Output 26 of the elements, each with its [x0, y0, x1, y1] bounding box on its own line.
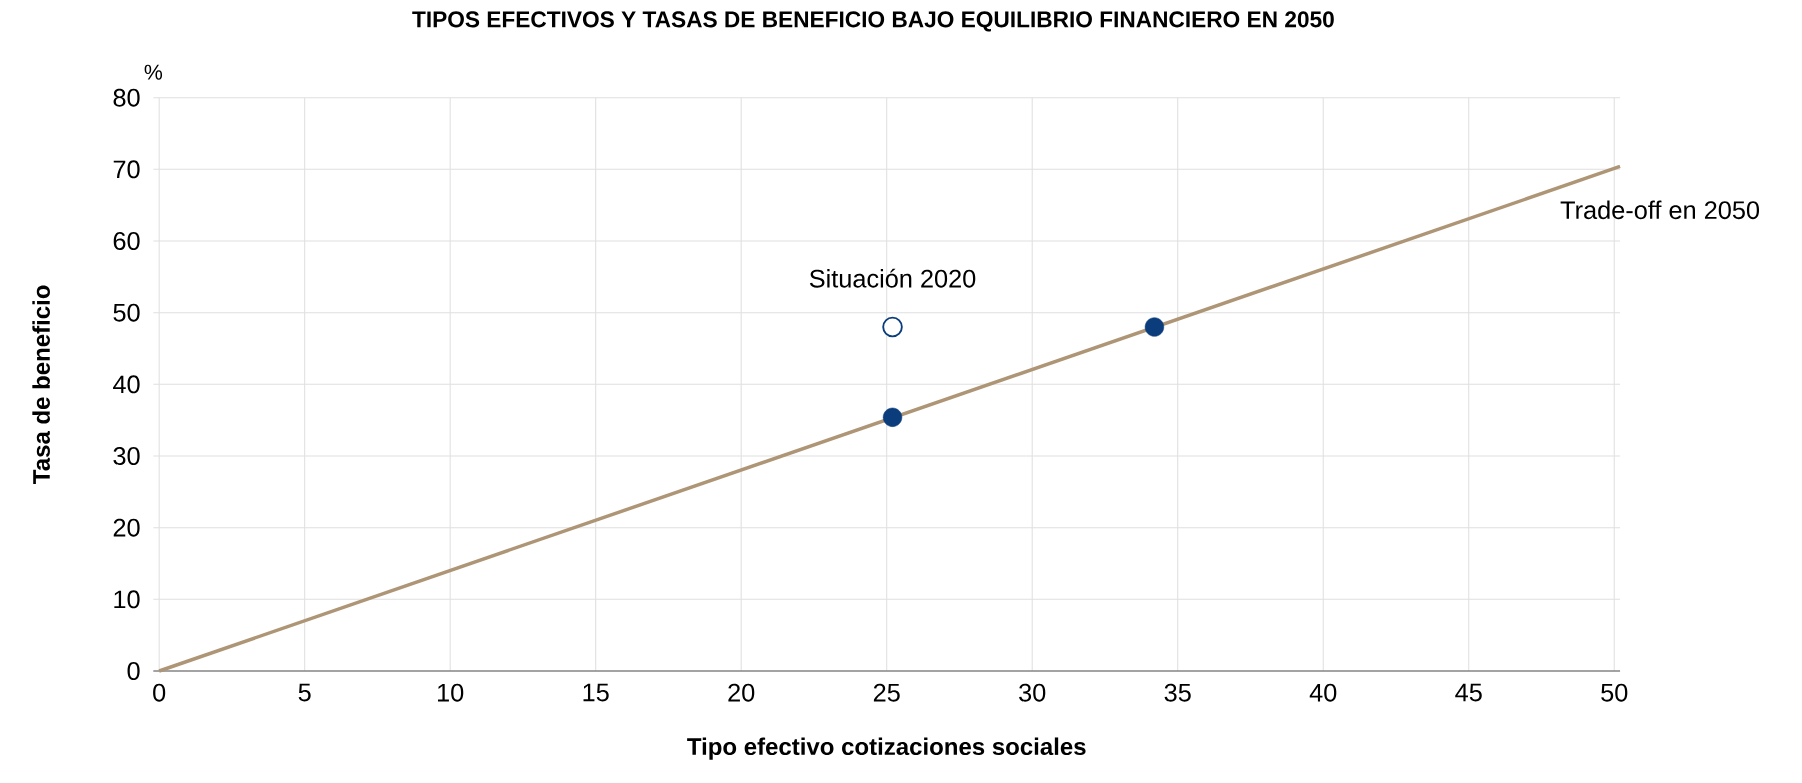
x-tick-label: 45 [1455, 683, 1482, 702]
x-tick-label: 5 [298, 683, 311, 702]
x-tick-label: 50 [1601, 683, 1628, 702]
x-tick-label: 30 [1019, 683, 1046, 702]
x-tick-label: 15 [583, 683, 609, 702]
y-tick-label: 80 [113, 88, 140, 107]
y-tick-label: 20 [113, 518, 140, 537]
x-tick-label: 35 [1164, 683, 1191, 702]
y-tick-label: 0 [127, 662, 140, 680]
x-tick-label: 10 [438, 683, 464, 702]
series-label: Situación 2020 [809, 268, 976, 288]
y-tick-label: 10 [114, 590, 140, 609]
y-tick-label: 70 [113, 160, 140, 179]
x-axis-title: Tipo efectivo cotizaciones sociales [687, 737, 1086, 760]
chart-title: TIPOS EFECTIVOS Y TASAS DE BENEFICIO BAJO EQUILIBRIO FINANCIERO EN 2050 [412, 11, 1334, 32]
y-tick-label: 60 [113, 232, 140, 250]
text: % [144, 64, 163, 80]
x-tick-label: 0 [153, 683, 166, 702]
y-tick-label: 30 [113, 447, 140, 465]
x-tick-label: 40 [1309, 683, 1337, 702]
series-label: Trade-off en 2050 [1560, 200, 1760, 220]
x-tick-label: 20 [728, 683, 755, 702]
y-axis-title: Tasa de beneficio [32, 285, 50, 484]
y-tick-label: 50 [113, 303, 140, 322]
x-tick-label: 25 [873, 683, 900, 702]
y-tick-label: 40 [113, 375, 140, 394]
